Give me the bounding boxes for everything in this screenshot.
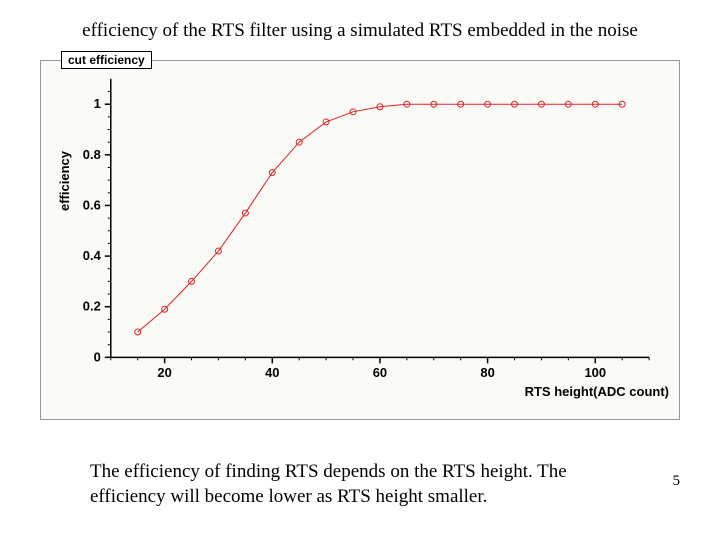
data-line xyxy=(138,104,622,332)
x-tick-label: 40 xyxy=(265,365,279,380)
chart-axes: 20 40 60 80 100 0 0.2 0.4 0.6 0.8 1 xyxy=(41,61,679,419)
slide-caption: The efficiency of finding RTS depends on… xyxy=(90,459,610,510)
x-tick-label: 60 xyxy=(373,365,387,380)
slide: efficiency of the RTS filter using a sim… xyxy=(0,0,720,540)
y-tick-label: 0.8 xyxy=(83,147,101,162)
y-tick-label: 0.6 xyxy=(83,197,101,212)
y-tick-label: 0.2 xyxy=(83,299,101,314)
y-tick-label: 0 xyxy=(94,349,101,364)
x-tick-label: 100 xyxy=(584,365,606,380)
slide-title: efficiency of the RTS filter using a sim… xyxy=(40,20,680,42)
data-marker xyxy=(135,329,141,335)
page-number: 5 xyxy=(673,473,681,490)
x-tick-label: 20 xyxy=(157,365,171,380)
x-tick-label: 80 xyxy=(480,365,494,380)
y-tick-label: 0.4 xyxy=(83,248,102,263)
y-tick-label: 1 xyxy=(94,96,101,111)
x-axis-title: RTS height(ADC count) xyxy=(525,384,669,399)
chart-container: cut efficiency efficiency 2040608010000.… xyxy=(40,60,680,420)
